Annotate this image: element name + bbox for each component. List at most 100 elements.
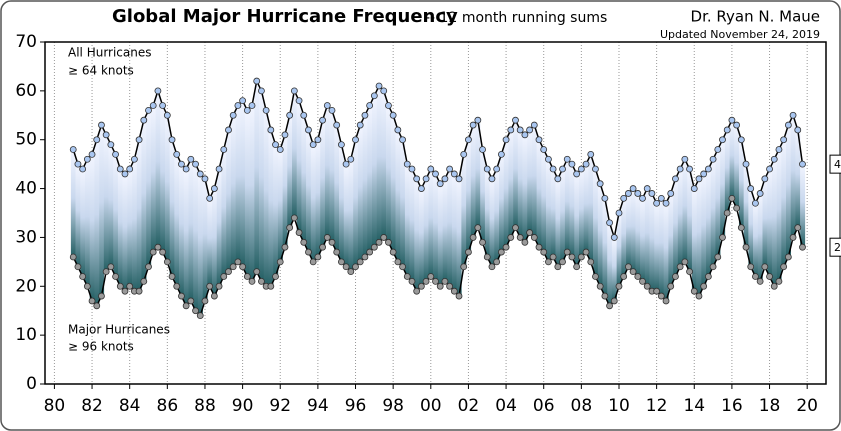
marker (756, 190, 764, 197)
marker (206, 282, 214, 290)
marker (286, 111, 294, 119)
marker (709, 155, 717, 163)
range-band (602, 198, 608, 297)
marker (352, 136, 359, 144)
marker (775, 146, 783, 153)
range-band (404, 164, 410, 277)
range-band (136, 139, 142, 292)
end-label-box (829, 154, 841, 174)
range-band (329, 110, 335, 243)
marker (719, 136, 726, 144)
marker (761, 175, 769, 183)
marker (225, 268, 232, 276)
x-tick-label: 14 (683, 396, 705, 416)
range-band (611, 237, 617, 301)
marker (102, 268, 110, 276)
marker (714, 253, 722, 261)
range-band (560, 169, 566, 262)
marker (446, 165, 454, 173)
marker (116, 282, 124, 290)
marker (648, 190, 656, 197)
range-band (494, 169, 500, 262)
marker (187, 155, 195, 163)
marker (728, 194, 736, 202)
range-band (696, 178, 702, 297)
y-tick-label: 40 (15, 179, 37, 199)
range-band (738, 139, 744, 228)
range-band (447, 169, 453, 287)
marker (752, 199, 759, 207)
marker (493, 258, 501, 266)
marker (596, 180, 604, 188)
y-tick-label: 10 (15, 325, 37, 345)
marker (347, 268, 355, 276)
x-tick-label: 18 (759, 396, 781, 416)
marker (173, 150, 181, 158)
range-band (748, 188, 754, 267)
marker (634, 273, 642, 280)
marker (606, 302, 613, 310)
range-band (94, 139, 100, 306)
range-band (183, 169, 189, 306)
range-band (132, 159, 138, 292)
y-tick-label: 30 (15, 227, 37, 247)
x-tick-label: 12 (646, 396, 668, 416)
marker (596, 282, 604, 290)
range-band (428, 169, 434, 277)
marker (681, 155, 689, 163)
marker (568, 160, 576, 168)
marker (182, 302, 190, 310)
marker (502, 136, 510, 144)
marker (225, 126, 232, 134)
range-band (706, 169, 712, 277)
x-tick-label: 86 (157, 396, 179, 416)
marker (752, 273, 759, 280)
marker (305, 126, 312, 134)
marker (107, 141, 115, 149)
range-band (277, 149, 283, 262)
marker (83, 282, 91, 290)
marker (314, 253, 322, 261)
marker (253, 268, 261, 276)
range-band (240, 100, 246, 267)
range-band (164, 115, 170, 262)
marker (182, 165, 190, 173)
range-band (386, 105, 392, 243)
marker (554, 175, 562, 183)
y-tick-label: 0 (26, 374, 37, 394)
range-band (80, 169, 86, 277)
marker (441, 175, 449, 183)
marker (427, 165, 435, 173)
marker (610, 234, 618, 241)
range-band (343, 164, 349, 267)
marker (159, 248, 167, 256)
annotation: All Hurricanes (68, 46, 152, 60)
range-band (720, 139, 726, 238)
marker (592, 165, 599, 173)
range-band (235, 105, 241, 262)
range-band (244, 110, 250, 277)
range-band (174, 154, 180, 287)
marker (723, 126, 731, 134)
marker (413, 175, 421, 183)
marker (154, 243, 162, 251)
range-band (89, 154, 95, 301)
marker (624, 190, 632, 197)
range-band (381, 90, 387, 238)
marker (178, 292, 185, 300)
range-band (395, 129, 401, 262)
updated: Updated November 24, 2019 (660, 28, 820, 41)
marker (220, 273, 228, 280)
marker (417, 185, 425, 192)
marker (615, 282, 623, 290)
marker (98, 292, 105, 300)
marker (69, 146, 77, 153)
marker (126, 282, 134, 290)
marker (243, 273, 251, 280)
marker (399, 136, 406, 144)
range-band (668, 193, 674, 287)
range-band (254, 81, 260, 272)
marker (747, 263, 755, 271)
range-band (781, 139, 787, 267)
marker (112, 273, 119, 280)
